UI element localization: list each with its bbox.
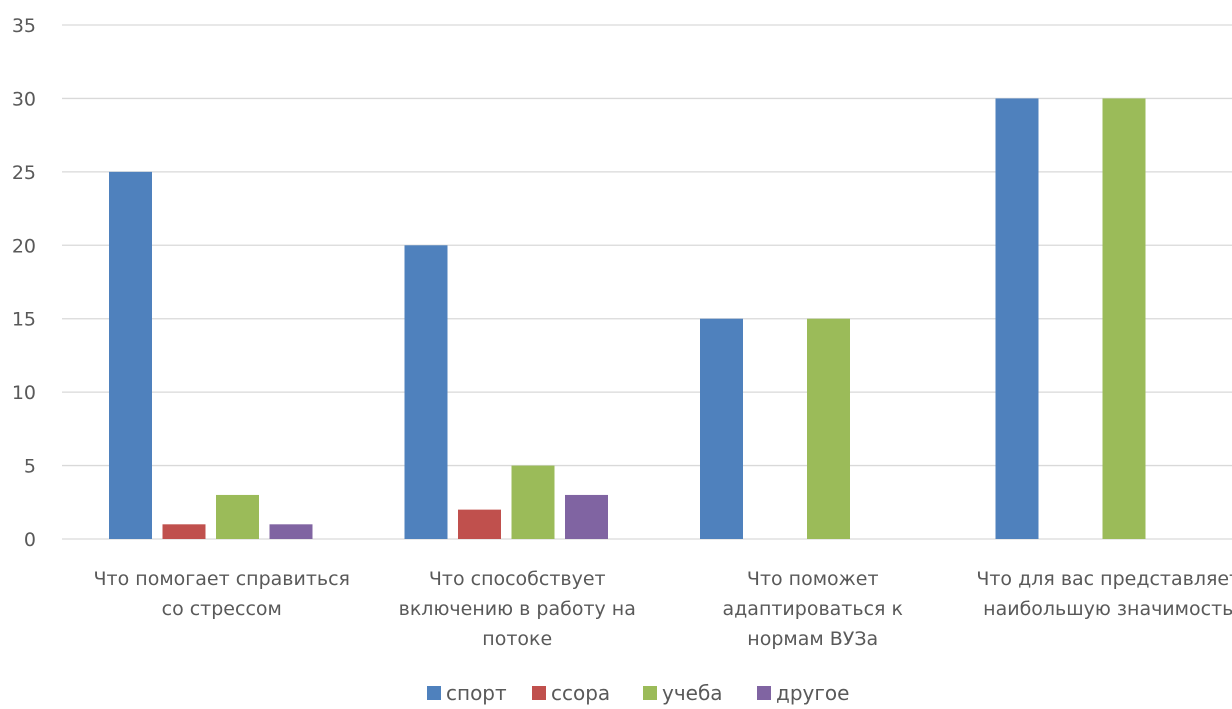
legend-item-учеба: учеба bbox=[643, 681, 723, 705]
bar-учеба bbox=[807, 318, 850, 539]
legend: спорт ссора учеба другое bbox=[427, 681, 849, 705]
x-category-label: Что поможет адаптироваться к нормам ВУЗа bbox=[723, 568, 903, 650]
y-tick-label: 25 bbox=[12, 162, 36, 184]
y-tick-label: 10 bbox=[12, 382, 36, 404]
bar-учеба bbox=[216, 494, 259, 539]
y-axis-labels: 0 5 10 15 20 25 30 35 bbox=[12, 15, 36, 551]
legend-label: учеба bbox=[662, 681, 723, 705]
x-category-label: Что способствует включению в работу на пот… bbox=[399, 568, 636, 650]
legend-swatch bbox=[532, 686, 546, 700]
y-tick-label: 30 bbox=[12, 88, 36, 110]
bar-ссора bbox=[162, 524, 206, 539]
legend-label: спорт bbox=[446, 681, 507, 705]
gridlines bbox=[62, 24, 1232, 540]
x-category-label: Что для вас представляет наибольшую значи… bbox=[976, 568, 1232, 620]
legend-item-спорт: спорт bbox=[427, 681, 507, 705]
legend-swatch bbox=[427, 686, 441, 700]
y-tick-label: 0 bbox=[24, 529, 36, 551]
x-category-label: Что помогает справиться со стрессом bbox=[94, 568, 350, 620]
legend-label: ссора bbox=[551, 681, 610, 705]
bar-спорт bbox=[404, 245, 448, 540]
bar-спорт bbox=[109, 171, 152, 539]
bar-ссора bbox=[458, 509, 501, 539]
legend-swatch bbox=[643, 686, 657, 700]
legend-item-ссора: ссора bbox=[532, 681, 610, 705]
y-tick-label: 20 bbox=[12, 235, 36, 257]
y-tick-label: 5 bbox=[24, 456, 36, 478]
bar-другое bbox=[565, 494, 608, 539]
legend-label: другое bbox=[776, 681, 849, 705]
bar-другое bbox=[269, 524, 313, 539]
y-tick-label: 15 bbox=[12, 309, 36, 331]
x-axis-labels: Что помогает справиться со стрессом Что сп… bbox=[94, 568, 1232, 650]
bar-учеба bbox=[1102, 98, 1146, 539]
bar-учеба bbox=[511, 465, 555, 539]
bars bbox=[109, 98, 1146, 540]
y-tick-label: 35 bbox=[12, 15, 36, 37]
bar-спорт bbox=[700, 318, 743, 539]
legend-item-другое: другое bbox=[757, 681, 849, 705]
bar-спорт bbox=[995, 98, 1039, 539]
legend-swatch bbox=[757, 686, 771, 700]
